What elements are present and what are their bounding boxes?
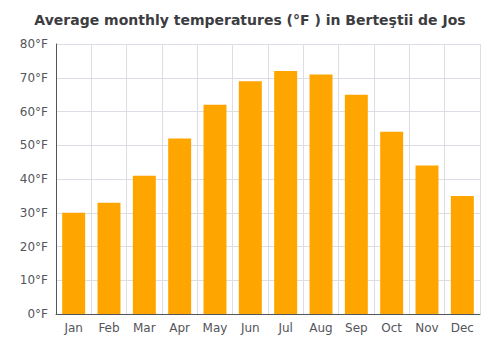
svg-text:40°F: 40°F [20,172,48,186]
svg-text:Jul: Jul [277,321,292,335]
svg-text:70°F: 70°F [20,71,48,85]
svg-text:May: May [203,321,228,335]
svg-text:50°F: 50°F [20,138,48,152]
svg-text:Aug: Aug [309,321,332,335]
svg-text:Jun: Jun [240,321,260,335]
svg-text:Oct: Oct [381,321,402,335]
svg-text:10°F: 10°F [20,273,48,287]
svg-text:20°F: 20°F [20,240,48,254]
svg-text:30°F: 30°F [20,206,48,220]
svg-text:Dec: Dec [451,321,474,335]
svg-text:0°F: 0°F [27,307,48,321]
svg-text:60°F: 60°F [20,105,48,119]
svg-text:Jan: Jan [63,321,83,335]
svg-text:Sep: Sep [345,321,368,335]
svg-text:Mar: Mar [133,321,156,335]
svg-text:Apr: Apr [169,321,190,335]
svg-text:80°F: 80°F [20,37,48,51]
svg-text:Nov: Nov [415,321,438,335]
svg-text:Feb: Feb [98,321,119,335]
svg-text:Average monthly temperatures (: Average monthly temperatures (°F ) in Be… [34,12,465,28]
